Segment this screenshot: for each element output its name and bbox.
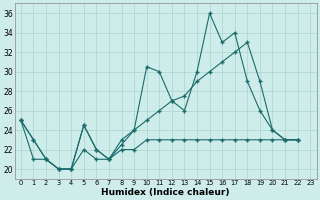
X-axis label: Humidex (Indice chaleur): Humidex (Indice chaleur) bbox=[101, 188, 230, 197]
